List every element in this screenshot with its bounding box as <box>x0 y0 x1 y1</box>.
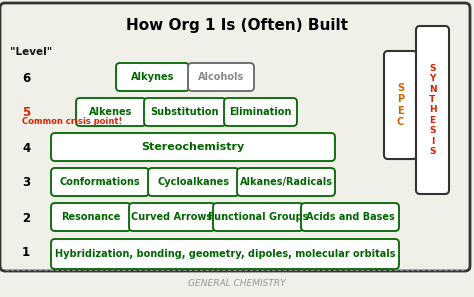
Text: Alkenes: Alkenes <box>89 107 133 117</box>
Text: Cycloalkanes: Cycloalkanes <box>157 177 229 187</box>
Text: 2: 2 <box>22 211 30 225</box>
Text: Resonance: Resonance <box>61 212 121 222</box>
FancyBboxPatch shape <box>224 98 297 126</box>
Text: 5: 5 <box>22 107 30 119</box>
Text: Alcohols: Alcohols <box>198 72 244 82</box>
FancyBboxPatch shape <box>51 133 335 161</box>
Text: S
Y
N
T
H
E
S
I
S: S Y N T H E S I S <box>428 64 436 156</box>
Text: Acids and Bases: Acids and Bases <box>306 212 394 222</box>
Text: 6: 6 <box>22 72 30 85</box>
FancyBboxPatch shape <box>51 203 131 231</box>
FancyBboxPatch shape <box>76 98 146 126</box>
Text: Curved Arrows: Curved Arrows <box>131 212 212 222</box>
FancyBboxPatch shape <box>188 63 254 91</box>
FancyBboxPatch shape <box>416 26 449 194</box>
FancyBboxPatch shape <box>51 239 399 269</box>
Text: S
P
E
C: S P E C <box>397 83 404 127</box>
Text: Conformations: Conformations <box>60 177 140 187</box>
FancyBboxPatch shape <box>116 63 189 91</box>
Text: Stereochemistry: Stereochemistry <box>141 142 245 152</box>
FancyBboxPatch shape <box>384 51 417 159</box>
Text: Common crisis point!: Common crisis point! <box>22 117 122 126</box>
Text: Substitution: Substitution <box>151 107 219 117</box>
Text: 1: 1 <box>22 247 30 260</box>
FancyBboxPatch shape <box>51 168 149 196</box>
FancyBboxPatch shape <box>301 203 399 231</box>
Text: Functional Groups: Functional Groups <box>208 212 308 222</box>
Text: "Level": "Level" <box>10 47 52 57</box>
Text: GENERAL CHEMISTRY: GENERAL CHEMISTRY <box>188 279 286 287</box>
Text: Elimination: Elimination <box>229 107 292 117</box>
FancyBboxPatch shape <box>148 168 239 196</box>
Text: Alkynes: Alkynes <box>131 72 174 82</box>
Text: Hybridization, bonding, geometry, dipoles, molecular orbitals: Hybridization, bonding, geometry, dipole… <box>55 249 395 259</box>
Text: How Org 1 Is (Often) Built: How Org 1 Is (Often) Built <box>126 18 348 33</box>
Text: 3: 3 <box>22 176 30 189</box>
FancyBboxPatch shape <box>129 203 215 231</box>
FancyBboxPatch shape <box>144 98 226 126</box>
Text: 4: 4 <box>22 141 30 154</box>
FancyBboxPatch shape <box>237 168 335 196</box>
FancyBboxPatch shape <box>213 203 303 231</box>
Text: Alkanes/Radicals: Alkanes/Radicals <box>239 177 332 187</box>
